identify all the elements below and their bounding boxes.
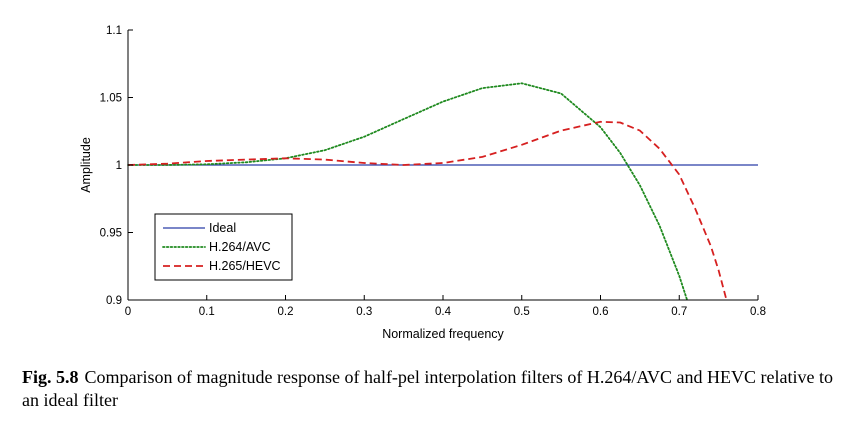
y-tick-label: 1 <box>116 160 122 172</box>
x-tick-label: 0.2 <box>278 306 294 318</box>
chart: 0 0.1 0.2 0.3 0.4 0.5 0.6 0.7 0.8 0.9 0.95 1 1.05 1.1… <box>79 25 766 341</box>
x-tick-label: 0.3 <box>356 306 372 318</box>
legend-label: Ideal <box>209 221 236 235</box>
figure-caption: Fig. 5.8 Comparison of magnitude response… <box>22 366 842 412</box>
legend-label: H.265/HEVC <box>209 259 281 273</box>
caption-text: Comparison of magnitude response of half… <box>22 367 834 410</box>
caption-label: Fig. 5.8 <box>22 367 79 387</box>
y-axis-label: Amplitude <box>79 137 93 193</box>
legend: Ideal H.264/AVC H.265/HEVC <box>154 213 293 281</box>
legend-label: H.264/AVC <box>209 240 271 254</box>
y-tick-label: 1.05 <box>100 93 122 105</box>
x-tick-label: 0.6 <box>593 306 609 318</box>
ticks: 0 0.1 0.2 0.3 0.4 0.5 0.6 0.7 0.8 0.9 0.95 1 1.05 1.1 <box>100 25 766 318</box>
series-line-h-264-avc <box>127 82 688 301</box>
x-tick-label: 0.5 <box>514 306 530 318</box>
y-tick-label: 0.9 <box>106 295 122 307</box>
y-tick-label: 0.95 <box>100 228 122 240</box>
x-tick-label: 0 <box>125 306 131 318</box>
x-axis-label: Normalized frequency <box>382 327 504 341</box>
plot-lines <box>127 82 758 301</box>
series-line-h-265-hevc <box>127 120 728 301</box>
x-tick-label: 0.1 <box>199 306 215 318</box>
x-tick-label: 0.7 <box>671 306 687 318</box>
x-tick-label: 0.8 <box>750 306 766 318</box>
x-tick-label: 0.4 <box>435 306 452 318</box>
y-tick-label: 1.1 <box>106 25 122 37</box>
